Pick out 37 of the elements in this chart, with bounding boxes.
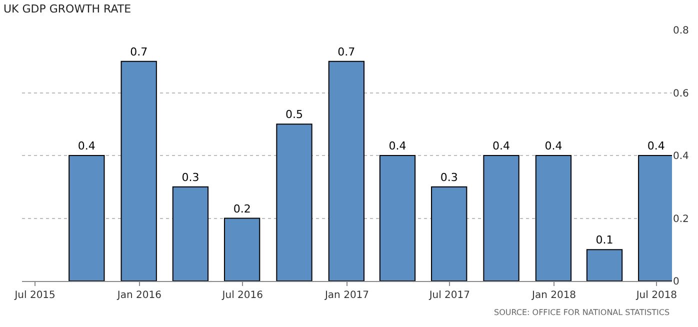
y-tick-label: 0.4: [673, 151, 689, 162]
data-label: 0.4: [647, 140, 665, 152]
y-tick-label: 0.2: [673, 214, 689, 225]
data-label: 0.4: [492, 140, 510, 152]
bar: [379, 155, 416, 281]
y-tick-label: 0.8: [673, 26, 689, 36]
chart-title: UK GDP GROWTH RATE: [3, 2, 132, 16]
data-label: 0.1: [596, 234, 614, 247]
x-tick-label: Jul 2016: [221, 290, 263, 301]
bar: [535, 155, 572, 281]
x-tick-label: Jan 2016: [116, 290, 162, 301]
bar: [276, 124, 312, 281]
bar: [483, 155, 520, 281]
bar: [120, 60, 157, 281]
x-tick-label: Jul 2017: [428, 290, 470, 301]
y-tick-label: 0.6: [673, 88, 689, 100]
bar: [586, 249, 623, 281]
data-label: 0.2: [233, 202, 251, 216]
bar: [328, 60, 365, 281]
data-label: 0.7: [338, 45, 356, 58]
bar: [68, 155, 105, 281]
data-label: 0.4: [78, 140, 96, 152]
y-tick-label: 0: [673, 276, 680, 288]
source-note: SOURCE: OFFICE FOR NATIONAL STATISTICS: [494, 308, 670, 317]
bar: [172, 186, 209, 281]
bar: [431, 186, 468, 281]
x-tick-label: Jul 2015: [14, 290, 56, 301]
x-tick-label: Jan 2017: [324, 290, 370, 301]
x-tick-label: Jul 2018: [635, 290, 678, 301]
x-tick-label: Jan 2018: [530, 290, 576, 301]
data-label: 0.3: [182, 170, 200, 184]
data-label: 0.7: [130, 45, 148, 58]
data-label: 0.3: [440, 170, 458, 184]
data-label: 0.4: [544, 140, 562, 152]
data-label: 0.5: [286, 108, 303, 122]
bar: [224, 218, 260, 281]
data-label: 0.4: [388, 140, 406, 152]
